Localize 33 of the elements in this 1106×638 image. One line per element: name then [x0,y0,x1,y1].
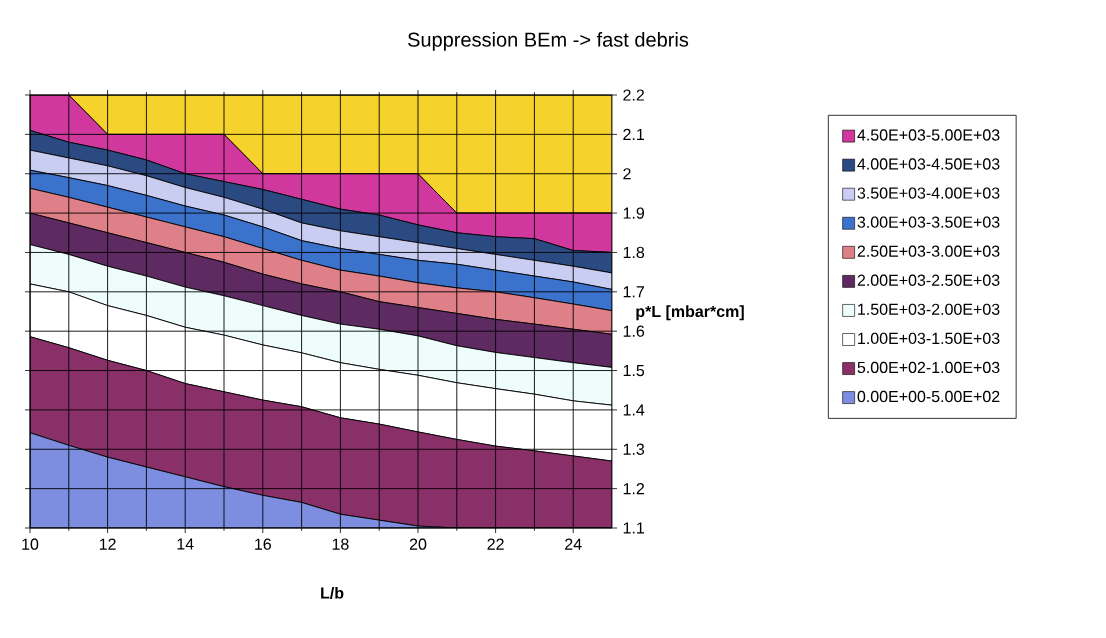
legend-label: 3.50E+03-4.00E+03 [857,187,1000,199]
y-tick-label: 1.2 [623,483,644,495]
chart-title: Suppression BEm -> fast debris [407,32,689,51]
y-tick-label: 1.8 [623,246,645,259]
y-tick-label: 1.1 [623,522,645,534]
x-tick-label: 20 [409,538,427,550]
x-tick-label: 10 [22,538,39,550]
y-tick-label: 2 [623,168,631,180]
legend-label: 1.50E+03-2.00E+03 [858,303,1000,315]
x-tick-label: 18 [332,538,349,550]
y-tick-label: 1.3 [623,443,645,455]
x-tick-label: 16 [255,538,271,550]
legend-label: 4.00E+03-4.50E+03 [857,158,1000,170]
y-tick-label: 2.2 [623,89,644,101]
y-tick-label: 1.9 [623,207,645,219]
legend-label: 3.00E+03-3.50E+03 [857,216,1000,228]
legend-label: 5.00E+02-1.00E+03 [857,361,1000,374]
legend-label: 4.50E+03-5.00E+03 [857,129,1000,141]
x-tick-label: 22 [487,538,504,550]
legend-label: 1.00E+03-1.50E+03 [858,332,1000,345]
x-tick-label: 24 [565,538,582,550]
x-tick-label: 14 [177,538,194,550]
legend-label: 2.50E+03-3.00E+03 [857,245,1000,257]
y-tick-label: 1.4 [623,404,645,416]
legend-label: 0.00E+00-5.00E+02 [857,390,1000,403]
y-tick-label: 1.7 [623,286,644,298]
y-tick-label: 2.1 [623,128,645,140]
legend-label: 2.00E+03-2.50E+03 [857,274,1000,286]
y-tick-label: 1.6 [623,325,645,337]
y-tick-label: 1.5 [623,364,645,377]
x-tick-label: 12 [99,538,116,550]
x-axis-title: L/b [321,586,344,599]
y-axis-title: p*L [mbar*cm] [636,305,744,321]
